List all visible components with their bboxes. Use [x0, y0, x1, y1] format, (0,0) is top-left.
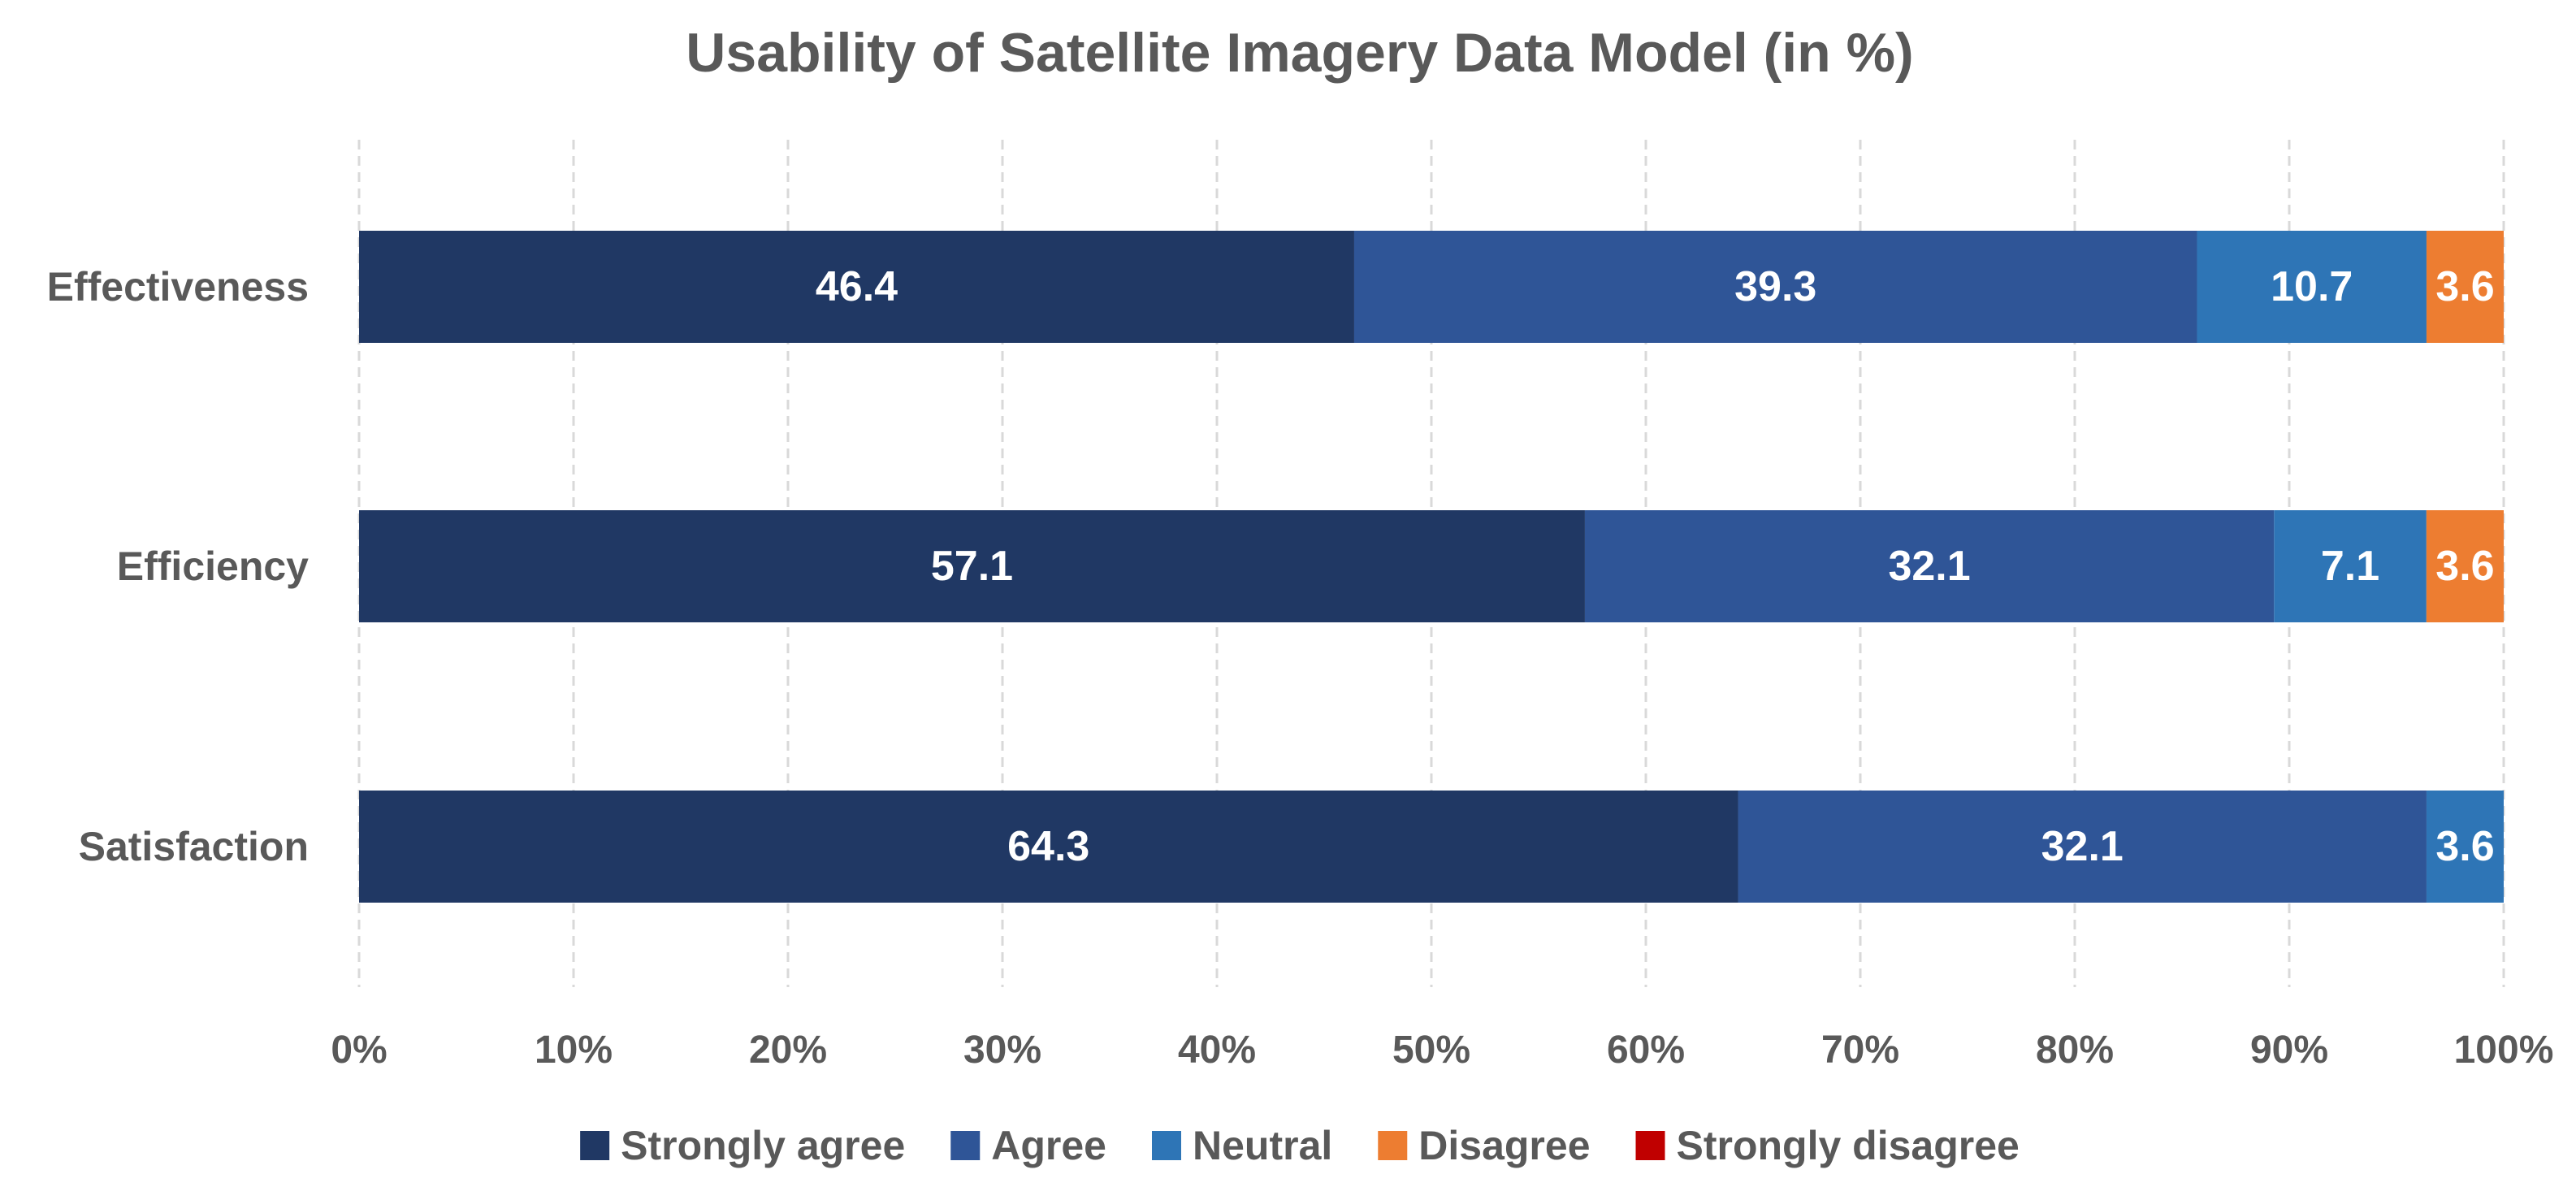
- data-label-efficiency-disagree: 3.6: [2435, 543, 2494, 590]
- bar-efficiency-neutral: [2274, 510, 2427, 622]
- bar-satisfaction-agree: [1738, 791, 2427, 903]
- legend-label-strongly-agree: Strongly agree: [621, 1123, 905, 1168]
- legend-label-neutral: Neutral: [1193, 1123, 1332, 1168]
- data-label-satisfaction-agree: 32.1: [2041, 823, 2124, 870]
- legend-label-strongly-disagree: Strongly disagree: [1677, 1123, 2020, 1168]
- x-tick-label-60: 60%: [1607, 1029, 1685, 1072]
- bar-effectiveness-neutral: [2197, 231, 2427, 343]
- x-tick-label-50: 50%: [1392, 1029, 1470, 1072]
- bar-satisfaction-strongly-agree: [359, 791, 1738, 903]
- data-label-effectiveness-disagree: 3.6: [2435, 263, 2494, 310]
- legend-label-disagree: Disagree: [1418, 1123, 1590, 1168]
- bar-efficiency-strongly-agree: [359, 510, 1585, 622]
- legend-swatch-disagree: [1378, 1131, 1408, 1160]
- legend-item-strongly-agree: Strongly agree: [580, 1123, 905, 1168]
- bars: [359, 231, 2504, 903]
- data-label-effectiveness-neutral: 10.7: [2271, 263, 2353, 310]
- x-tick-label-10: 10%: [535, 1029, 613, 1072]
- bar-effectiveness-disagree: [2426, 231, 2504, 343]
- x-tick-label-90: 90%: [2250, 1029, 2328, 1072]
- data-label-satisfaction-neutral: 3.6: [2435, 823, 2494, 870]
- data-label-satisfaction-strongly-agree: 64.3: [1007, 823, 1089, 870]
- data-label-efficiency-strongly-agree: 57.1: [931, 543, 1013, 590]
- legend-swatch-strongly-agree: [580, 1131, 610, 1160]
- legend-item-disagree: Disagree: [1378, 1123, 1591, 1168]
- x-tick-label-100: 100%: [2454, 1029, 2554, 1072]
- legend: Strongly agree Agree Neutral Disagree Strong…: [580, 1123, 2020, 1168]
- category-label-satisfaction: Satisfaction: [79, 824, 309, 869]
- legend-item-neutral: Neutral: [1152, 1123, 1332, 1168]
- chart-title: Usability of Satellite Imagery Data Mode…: [686, 22, 1913, 84]
- bar-effectiveness-agree: [1353, 231, 2197, 343]
- legend-swatch-agree: [950, 1131, 981, 1160]
- bar-satisfaction-neutral: [2426, 791, 2504, 903]
- legend-swatch-strongly-disagree: [1635, 1131, 1665, 1160]
- x-tick-label-20: 20%: [749, 1029, 827, 1072]
- x-tick-label-40: 40%: [1178, 1029, 1256, 1072]
- data-labels: 46.4 39.3 10.7 3.6 57.1 32.1 7.1 3.6 64.3 32.1 3.6: [816, 263, 2495, 870]
- x-tick-label-0: 0%: [331, 1029, 387, 1072]
- data-label-effectiveness-strongly-agree: 46.4: [816, 263, 898, 310]
- category-label-efficiency: Efficiency: [117, 544, 309, 589]
- value-axis: 0% 10% 20% 30% 40% 50% 60% 70% 80% 90% 100%: [331, 1029, 2553, 1072]
- x-tick-label-30: 30%: [963, 1029, 1041, 1072]
- category-label-effectiveness: Effectiveness: [47, 264, 309, 310]
- legend-item-agree: Agree: [950, 1123, 1106, 1168]
- legend-label-agree: Agree: [991, 1123, 1106, 1168]
- bar-efficiency-disagree: [2426, 510, 2504, 622]
- data-label-efficiency-neutral: 7.1: [2321, 543, 2379, 590]
- bar-efficiency-agree: [1584, 510, 2275, 622]
- legend-item-strongly-disagree: Strongly disagree: [1635, 1123, 2020, 1168]
- x-tick-label-80: 80%: [2036, 1029, 2114, 1072]
- category-axis: Effectiveness Efficiency Satisfaction: [47, 264, 310, 869]
- bar-effectiveness-strongly-agree: [359, 231, 1354, 343]
- x-tick-label-70: 70%: [1821, 1029, 1899, 1072]
- data-label-effectiveness-agree: 39.3: [1734, 263, 1816, 310]
- legend-swatch-neutral: [1152, 1131, 1181, 1160]
- data-label-efficiency-agree: 32.1: [1888, 543, 1970, 590]
